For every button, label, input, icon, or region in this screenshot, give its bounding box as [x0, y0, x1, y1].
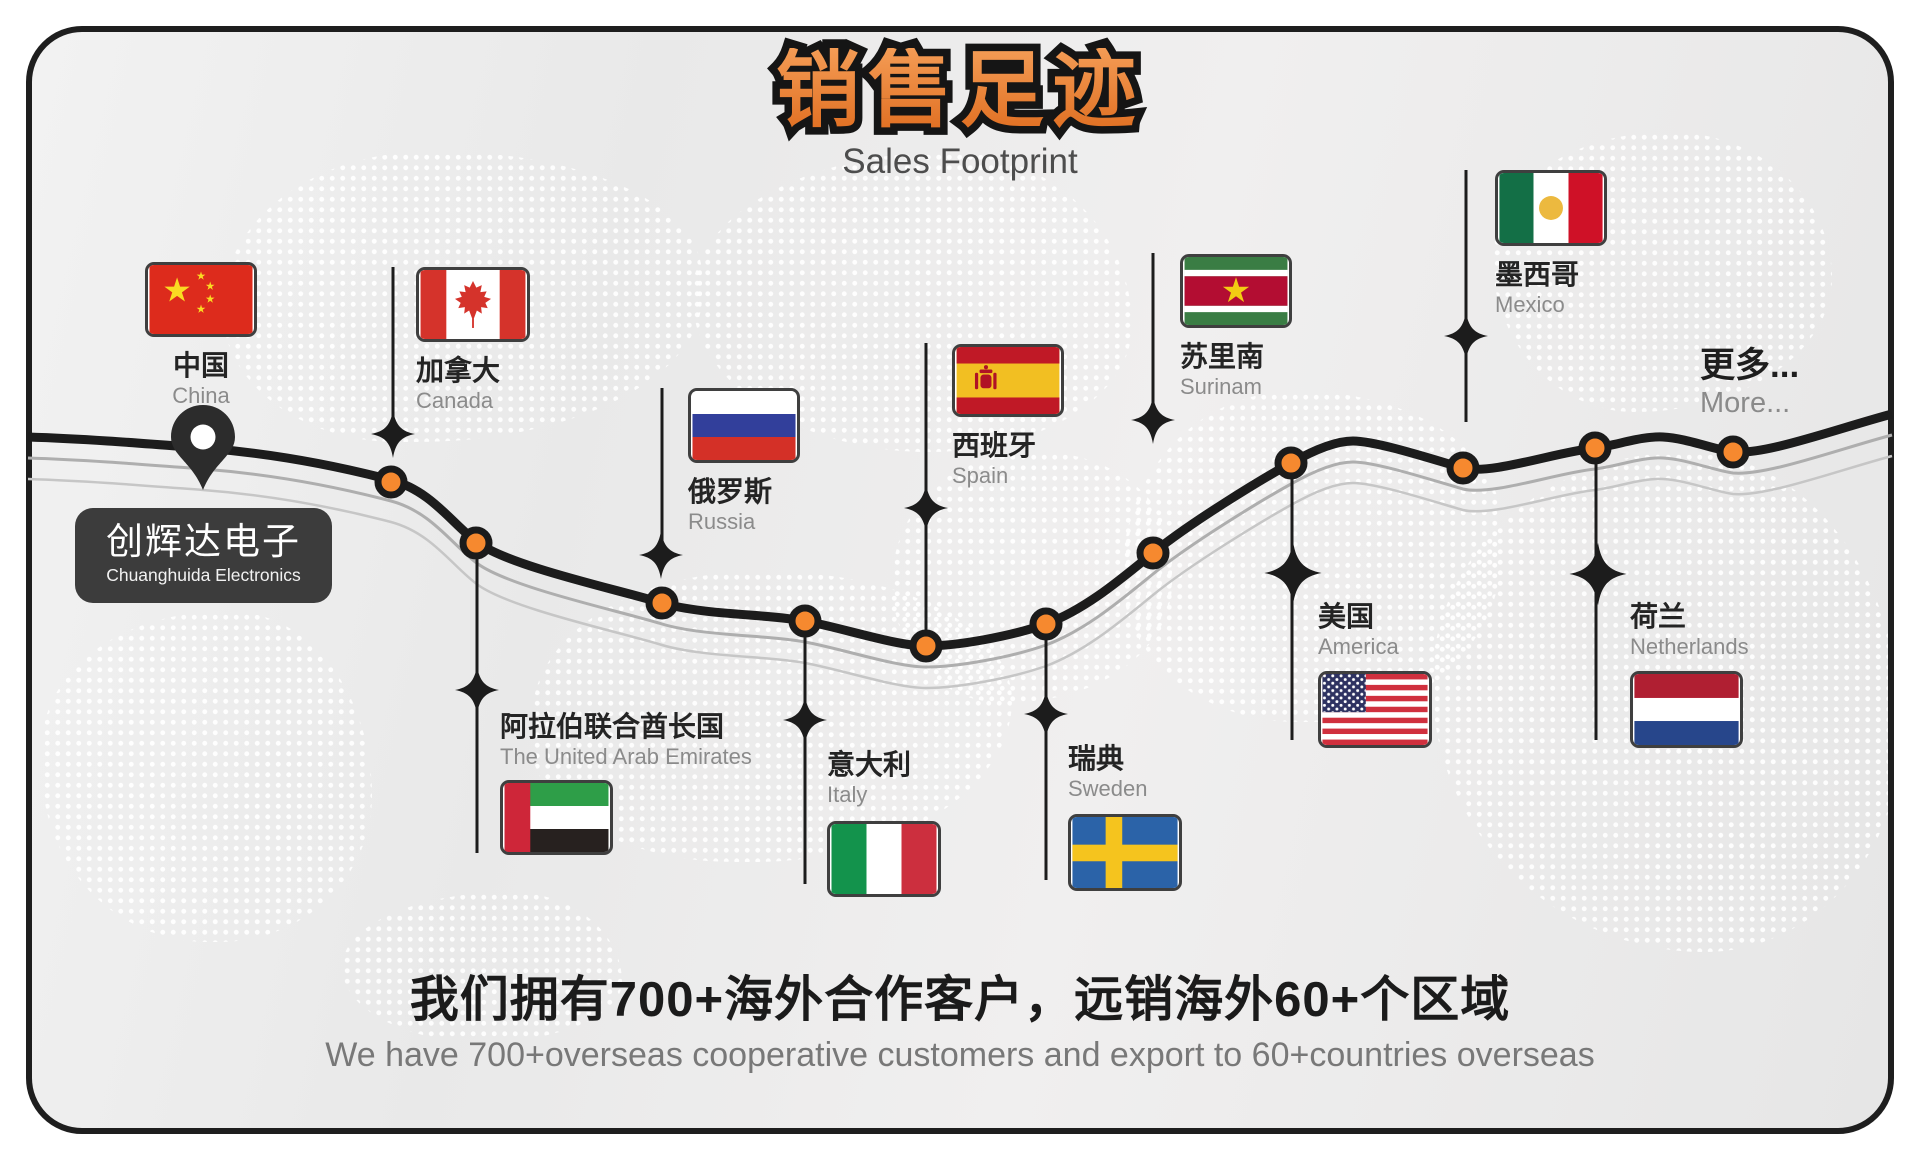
title-en: Sales Footprint [842, 142, 1078, 181]
country-netherlands: 荷兰 Netherlands [1630, 600, 1749, 748]
origin-name-en: Chuanghuida Electronics [106, 565, 301, 586]
country-mexico: 墨西哥 Mexico [1495, 170, 1607, 318]
country-name-zh: 中国 [172, 350, 229, 381]
country-name-en: America [1318, 633, 1399, 659]
country-name-en: Russia [688, 508, 756, 534]
country-name-en: Surinam [1180, 373, 1262, 399]
country-name-en: Canada [416, 387, 494, 413]
italy-flag-icon [827, 820, 941, 897]
country-name-en: Italy [827, 781, 868, 807]
country-name-en: Sweden [1068, 775, 1148, 801]
footer-claim-zh: 我们拥有700+海外合作客户，远销海外60+个区域 [409, 973, 1511, 1027]
country-name-en: The United Arab Emirates [500, 743, 752, 769]
origin-name-zh: 创辉达电子 [106, 521, 301, 562]
country-name-zh: 俄罗斯 [688, 476, 773, 507]
country-name-zh: 荷兰 [1630, 601, 1687, 632]
country-sweden: 瑞典 Sweden [1068, 742, 1182, 891]
country-name-zh: 加拿大 [416, 355, 501, 386]
country-uae: 阿拉伯联合酋长国 The United Arab Emirates [500, 710, 752, 855]
netherlands-flag-icon [1630, 670, 1743, 748]
country-name-zh: 阿拉伯联合酋长国 [500, 711, 725, 742]
country-name-en: Mexico [1495, 291, 1565, 317]
sweden-flag-icon [1068, 813, 1182, 891]
more-label-zh: 更多... [1700, 346, 1800, 385]
country-russia: 俄罗斯 Russia [688, 388, 800, 535]
country-name-en: Netherlands [1630, 633, 1749, 659]
china-flag-icon [145, 262, 257, 337]
footer-claim-en: We have 700+overseas cooperative custome… [325, 1036, 1595, 1074]
country-name-en: China [172, 382, 230, 408]
map-dots-blob [342, 892, 622, 1042]
country-italy: 意大利 Italy [827, 748, 941, 897]
country-name-zh: 美国 [1318, 601, 1375, 632]
country-name-zh: 西班牙 [952, 430, 1037, 461]
mexico-flag-icon [1495, 170, 1607, 246]
title-zh-outline: 销售足迹 [768, 41, 1144, 140]
canada-flag-icon [416, 267, 530, 342]
country-name-zh: 墨西哥 [1495, 259, 1580, 290]
more-label-en: More... [1700, 387, 1791, 420]
usa-flag-icon [1318, 670, 1432, 748]
russia-flag-icon [688, 388, 800, 463]
map-dots-blob [42, 612, 372, 942]
map-dots-blob [892, 452, 1172, 702]
country-america: 美国 America [1318, 600, 1432, 748]
country-china: 中国 China [145, 262, 257, 409]
label-more: 更多... More... [1700, 346, 1799, 421]
country-name-zh: 苏里南 [1180, 341, 1265, 372]
country-name-zh: 瑞典 [1068, 743, 1125, 774]
country-surinam: 苏里南 Surinam [1180, 254, 1292, 400]
title-zh: 销售足迹 [775, 43, 1144, 137]
country-canada: 加拿大 Canada [416, 267, 530, 414]
country-name-zh: 意大利 [827, 749, 912, 780]
origin-badge: 创辉达电子 Chuanghuida Electronics [75, 508, 332, 603]
page-title: 销售足迹 销售足迹 [0, 41, 1920, 140]
country-spain: 西班牙 Spain [952, 344, 1064, 489]
uae-flag-icon [500, 779, 613, 855]
spain-flag-icon [952, 344, 1064, 417]
country-name-en: Spain [952, 462, 1009, 488]
surinam-flag-icon [1180, 254, 1292, 328]
